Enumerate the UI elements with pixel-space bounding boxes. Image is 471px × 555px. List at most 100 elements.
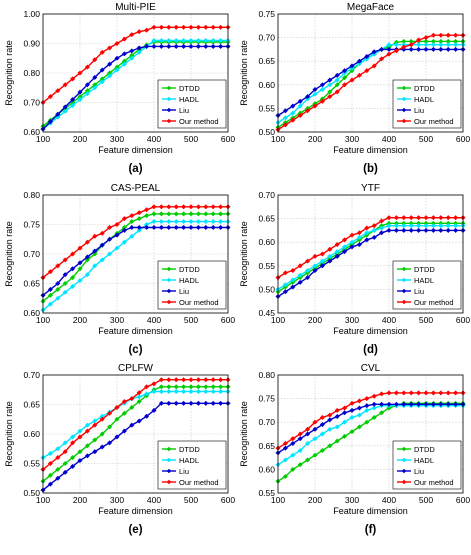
data-point <box>416 223 422 229</box>
data-point <box>210 224 216 231</box>
data-point <box>173 24 179 30</box>
x-tick-label: 100 <box>36 315 50 325</box>
y-tick-label: 0.80 <box>23 68 40 78</box>
data-point <box>453 32 459 38</box>
chart-panel-5: CPLFW 100 200 300 400 500 600 0.50 0.55 0.60 0.65 0… <box>4 363 235 536</box>
data-point <box>386 227 392 233</box>
data-point <box>77 96 83 103</box>
x-tick-label: 300 <box>345 495 359 505</box>
x-tick-label: 100 <box>271 134 285 144</box>
data-point <box>319 414 325 421</box>
data-point <box>371 405 377 411</box>
legend-entry: HADL <box>179 276 199 285</box>
data-point <box>438 46 444 52</box>
data-point <box>356 72 362 78</box>
data-point <box>210 400 216 406</box>
data-point <box>62 460 68 467</box>
x-tick-label: 100 <box>271 315 285 325</box>
data-point <box>327 94 333 100</box>
data-point <box>210 218 216 225</box>
data-point <box>430 46 436 52</box>
data-point <box>445 215 451 221</box>
data-point <box>334 77 340 83</box>
data-point <box>188 211 194 217</box>
x-tick-label: 400 <box>147 495 161 505</box>
x-tick-label: 400 <box>382 315 396 325</box>
data-point <box>453 215 459 221</box>
data-point <box>195 204 201 210</box>
panel-caption: (f) <box>365 524 377 536</box>
chart-title: YTF <box>361 183 380 194</box>
data-point <box>55 455 61 461</box>
data-point <box>453 46 459 52</box>
data-point <box>203 37 209 44</box>
data-point <box>70 434 76 440</box>
data-point <box>453 223 459 229</box>
legend-marker <box>401 479 407 485</box>
x-tick-label: 600 <box>456 315 470 325</box>
data-point <box>62 272 68 278</box>
data-point <box>92 422 98 428</box>
y-tick-label: 0.60 <box>23 429 40 439</box>
y-tick-label: 0.60 <box>258 80 275 90</box>
data-point <box>371 414 377 421</box>
y-tick-label: 0.65 <box>258 56 275 66</box>
data-point <box>107 410 113 416</box>
data-point <box>438 42 444 48</box>
data-point <box>430 390 436 396</box>
data-point <box>195 224 201 231</box>
x-tick-label: 400 <box>382 134 396 144</box>
data-point <box>218 24 224 30</box>
data-point <box>438 401 444 407</box>
data-point <box>70 440 76 446</box>
legend-entry: DTDD <box>179 84 200 93</box>
data-point <box>203 43 209 50</box>
data-point <box>305 275 311 281</box>
data-point <box>84 453 90 459</box>
data-point <box>92 449 98 455</box>
data-point <box>47 292 53 298</box>
data-point <box>297 98 303 104</box>
data-point <box>453 401 459 407</box>
data-point <box>173 218 179 225</box>
data-point <box>364 225 370 231</box>
legend-marker <box>166 266 172 272</box>
data-point <box>218 224 224 231</box>
legend-entry: Our method <box>179 478 219 487</box>
panel-caption: (c) <box>128 344 142 356</box>
data-point <box>129 224 135 231</box>
data-point <box>327 426 333 432</box>
data-point <box>423 390 429 396</box>
data-point <box>70 275 76 281</box>
legend-entry: Liu <box>414 467 424 476</box>
data-point <box>84 239 90 245</box>
legend-marker <box>401 266 407 272</box>
data-point <box>92 263 98 269</box>
data-point <box>129 213 135 219</box>
data-point <box>62 108 68 114</box>
y-tick-label: 0.70 <box>23 98 40 108</box>
panel-caption: (b) <box>363 163 378 175</box>
data-point <box>121 36 127 42</box>
data-point <box>181 24 187 30</box>
data-point <box>282 440 288 447</box>
data-point <box>55 88 61 94</box>
data-point <box>121 227 127 233</box>
data-point <box>203 224 209 231</box>
legend-entry: HADL <box>414 95 434 104</box>
data-point <box>144 391 150 397</box>
data-point <box>188 218 194 225</box>
data-point <box>312 267 318 274</box>
legend-entry: Liu <box>179 106 189 115</box>
data-point <box>173 37 179 44</box>
data-point <box>356 405 362 411</box>
data-point <box>188 377 194 383</box>
data-point <box>379 225 385 231</box>
data-point <box>218 211 224 217</box>
data-point <box>84 443 90 449</box>
data-point <box>408 227 414 233</box>
data-point <box>297 431 303 437</box>
data-point <box>181 218 187 225</box>
data-point <box>218 204 224 210</box>
plot-frame <box>277 13 464 133</box>
